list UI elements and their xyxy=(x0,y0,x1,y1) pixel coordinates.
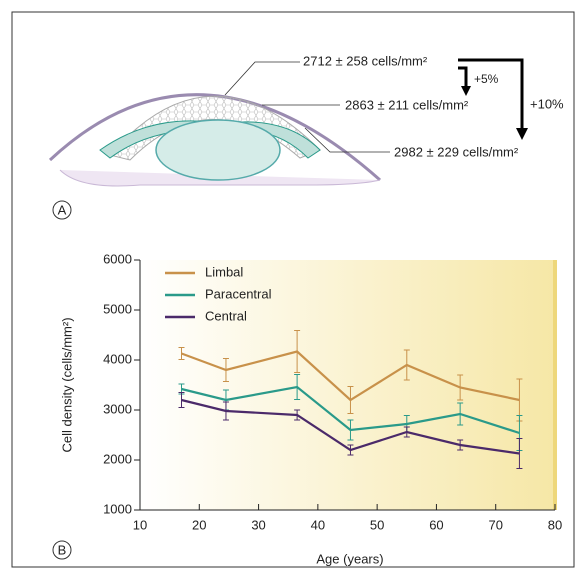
series-line xyxy=(181,398,520,455)
plot-background xyxy=(140,260,555,510)
panel-label: A xyxy=(58,202,67,217)
y-axis-label: Cell density (cells/mm²) xyxy=(59,317,74,452)
panel-badge xyxy=(52,540,72,560)
series-line xyxy=(181,385,520,435)
y-tick-label: 2000 xyxy=(103,451,132,466)
y-tick-label: 4000 xyxy=(103,351,132,366)
y-tick-label: 5000 xyxy=(103,301,132,316)
plot-edge xyxy=(553,260,557,510)
y-tick-label: 3000 xyxy=(103,401,132,416)
x-axis-label: Age (years) xyxy=(316,551,383,566)
frame xyxy=(11,11,575,568)
arrow-head xyxy=(461,86,471,96)
change-label: +10% xyxy=(530,96,564,111)
x-tick-label: 70 xyxy=(488,517,502,532)
panel-badge xyxy=(52,200,72,220)
x-tick-label: 80 xyxy=(548,517,562,532)
x-tick-label: 10 xyxy=(133,517,147,532)
x-tick-label: 40 xyxy=(311,517,325,532)
x-tick-label: 50 xyxy=(370,517,384,532)
y-tick-label: 6000 xyxy=(103,251,132,266)
change-arrows xyxy=(458,58,524,130)
change-label: +5% xyxy=(474,72,499,86)
density-label: 2712 ± 258 cells/mm² xyxy=(303,53,428,68)
x-tick-label: 60 xyxy=(429,517,443,532)
legend-label: Central xyxy=(205,308,247,323)
density-label: 2982 ± 229 cells/mm² xyxy=(394,144,519,159)
legend-label: Limbal xyxy=(205,264,243,279)
series-line xyxy=(181,350,520,402)
density-label: 2863 ± 211 cells/mm² xyxy=(345,97,469,112)
eye-diagram xyxy=(48,61,390,187)
panel-label: B xyxy=(58,542,67,557)
x-tick-label: 20 xyxy=(192,517,206,532)
x-tick-label: 30 xyxy=(251,517,265,532)
legend-label: Paracentral xyxy=(205,286,272,301)
y-tick-label: 1000 xyxy=(103,501,132,516)
arrow-head xyxy=(516,128,528,140)
